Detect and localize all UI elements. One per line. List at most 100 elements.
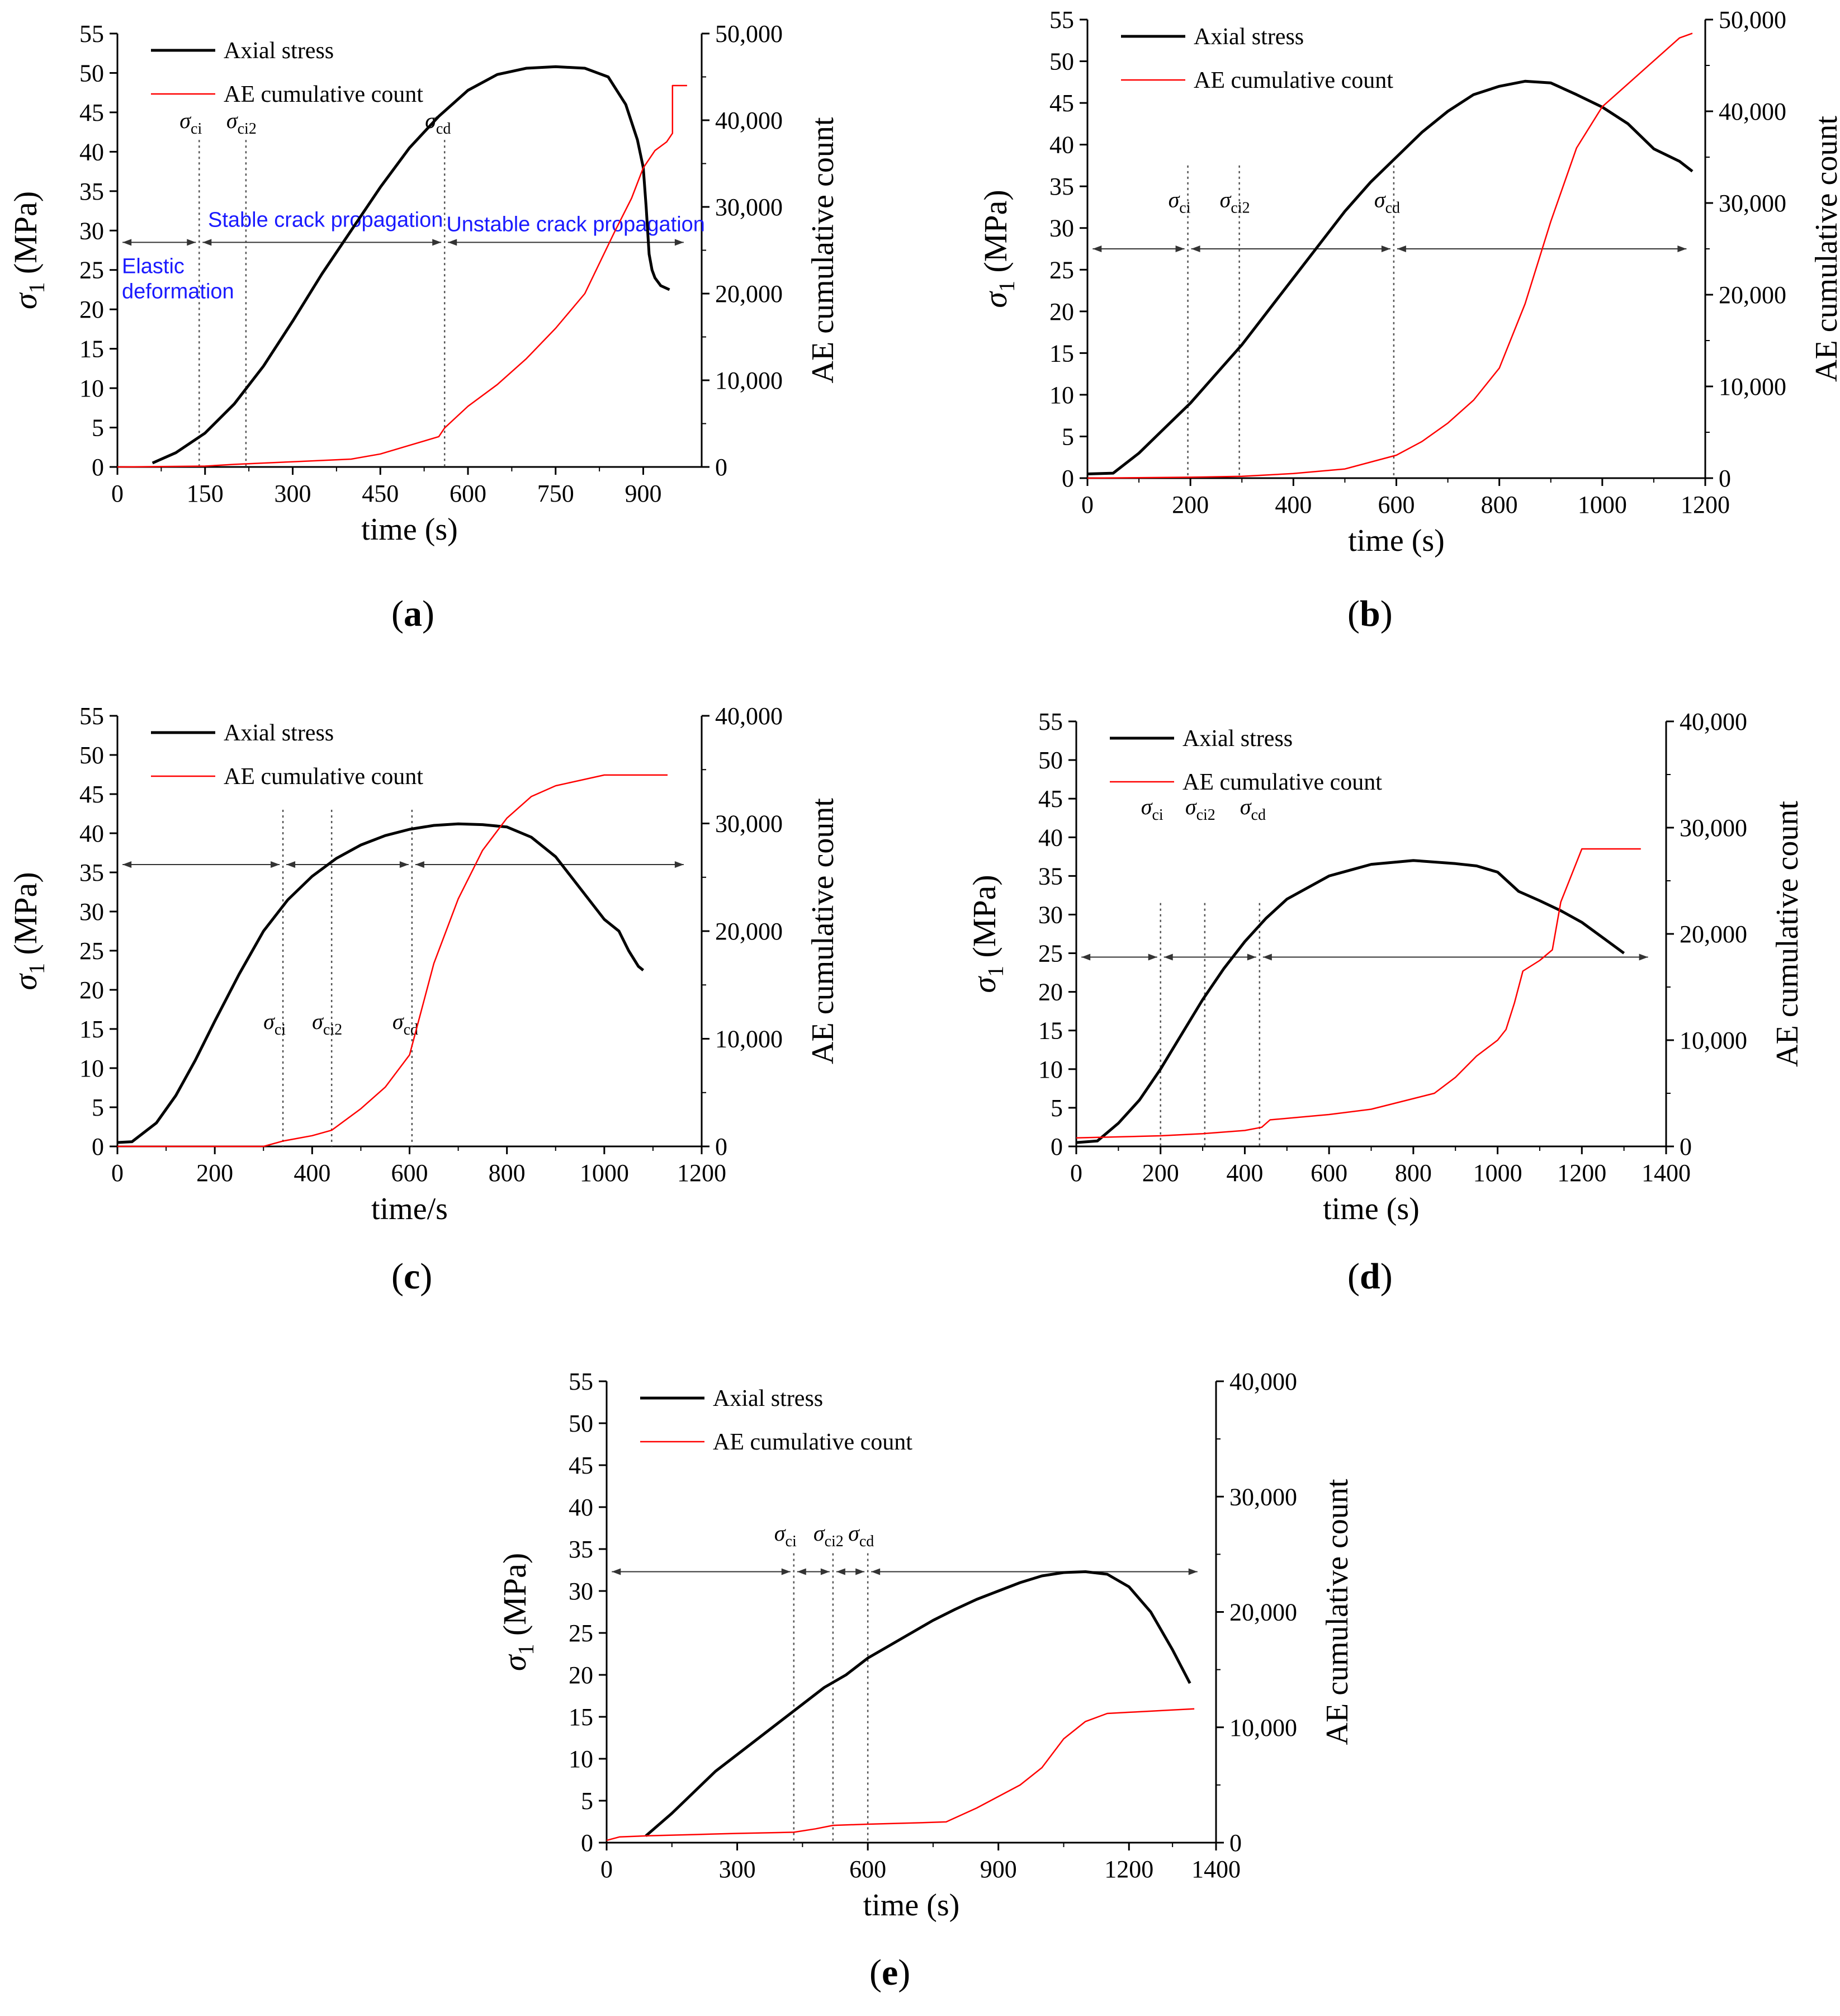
y-right-tick-label: 0 — [715, 1133, 727, 1160]
y-left-tick-label: 50 — [1038, 747, 1063, 774]
x-tick-label: 200 — [196, 1159, 233, 1187]
axial-stress-line — [1076, 859, 1625, 1144]
y-right-tick-label: 30,000 — [1229, 1483, 1297, 1510]
ae-cumulative-line — [117, 84, 687, 468]
y-left-tick-label: 50 — [1049, 48, 1074, 75]
legend-label: Axial stress — [1194, 24, 1304, 50]
y-left-tick-label: 35 — [79, 178, 104, 205]
x-tick-label: 1200 — [1557, 1159, 1606, 1187]
y-left-tick-label: 5 — [92, 414, 104, 442]
x-tick-label: 600 — [450, 480, 486, 507]
y-right-tick-label: 50,000 — [1719, 6, 1786, 34]
y-left-tick-label: 15 — [79, 1016, 104, 1043]
x-tick-label: 1200 — [1681, 491, 1730, 518]
x-axis-title: time (s) — [1348, 523, 1445, 558]
stage-label-elastic: Elastic — [122, 254, 185, 278]
x-tick-label: 600 — [849, 1856, 886, 1883]
y-left-tick-label: 40 — [79, 820, 104, 847]
y-left-tick-label: 15 — [1049, 339, 1074, 367]
legend-label: AE cumulative count — [1182, 769, 1382, 795]
y-left-tick-label: 35 — [79, 859, 104, 886]
threshold-label-ci2: σci2 — [312, 1009, 342, 1038]
y-left-tick-label: 55 — [1049, 6, 1074, 34]
x-tick-label: 1400 — [1191, 1856, 1241, 1883]
y-right-tick-label: 0 — [1680, 1133, 1692, 1160]
x-tick-label: 400 — [1275, 491, 1312, 518]
y-left-tick-label: 25 — [1038, 940, 1063, 967]
y-right-tick-label: 40,000 — [715, 107, 783, 134]
y-left-tick-label: 55 — [569, 1368, 593, 1395]
threshold-label-ci: σci — [1169, 187, 1191, 216]
chart-panel-c: 0 200 400 600 800 1000 12000510152025303540455… — [7, 702, 840, 1226]
x-tick-label: 1000 — [580, 1159, 629, 1187]
x-tick-label: 600 — [391, 1159, 428, 1187]
y-left-axis-title: σ1 (MPa) — [7, 872, 49, 990]
y-left-tick-label: 20 — [1049, 298, 1074, 325]
y-right-tick-label: 20,000 — [1719, 281, 1786, 309]
panel-caption-c: (c) — [391, 1256, 433, 1297]
y-left-tick-label: 15 — [79, 336, 104, 363]
y-right-axis-title: AE cumulative count — [1320, 1479, 1355, 1745]
legend-label: Axial stress — [713, 1386, 823, 1411]
y-right-tick-label: 0 — [715, 454, 727, 481]
y-left-tick-label: 5 — [1062, 423, 1074, 450]
y-left-tick-label: 50 — [79, 742, 104, 769]
y-left-tick-label: 20 — [79, 296, 104, 323]
x-tick-label: 800 — [1395, 1159, 1432, 1187]
y-left-tick-label: 45 — [79, 781, 104, 808]
x-tick-label: 600 — [1311, 1159, 1347, 1187]
y-right-tick-label: 40,000 — [1229, 1368, 1297, 1395]
y-right-tick-label: 40,000 — [1719, 98, 1786, 125]
threshold-label-ci: σci — [179, 108, 202, 138]
ae-cumulative-line — [117, 774, 668, 1148]
x-tick-label: 600 — [1378, 491, 1415, 518]
x-tick-label: 0 — [111, 480, 124, 507]
threshold-label-ci2: σci2 — [1185, 794, 1215, 824]
y-left-axis-title: σ1 (MPa) — [966, 875, 1008, 993]
ae-cumulative-line — [606, 1708, 1195, 1842]
threshold-label-ci2: σci2 — [813, 1521, 844, 1550]
y-right-tick-label: 10,000 — [1680, 1027, 1747, 1054]
stage-arrowheads — [1081, 953, 1157, 961]
axial-stress-line — [645, 1570, 1191, 1837]
legend-label: Axial stress — [224, 720, 334, 746]
y-left-tick-label: 20 — [569, 1661, 593, 1689]
x-tick-label: 750 — [537, 480, 574, 507]
y-left-tick-label: 0 — [92, 454, 104, 481]
x-tick-label: 0 — [600, 1856, 613, 1883]
threshold-label-cd: σcd — [392, 1009, 418, 1038]
threshold-label-ci: σci — [263, 1009, 286, 1038]
y-left-tick-label: 15 — [569, 1703, 593, 1731]
y-left-tick-label: 0 — [581, 1829, 593, 1857]
y-left-tick-label: 10 — [1038, 1056, 1063, 1083]
y-left-tick-label: 50 — [79, 59, 104, 87]
x-tick-label: 200 — [1172, 491, 1209, 518]
x-axis-title: time/s — [371, 1192, 448, 1226]
x-tick-label: 900 — [980, 1856, 1017, 1883]
y-right-tick-label: 10,000 — [1719, 373, 1786, 400]
x-tick-label: 800 — [489, 1159, 526, 1187]
x-tick-label: 200 — [1142, 1159, 1179, 1187]
y-right-tick-label: 30,000 — [1719, 190, 1786, 217]
chart-panel-b: 0 200 400 600 800 1000 12000510152025303540455… — [977, 6, 1840, 558]
y-left-tick-label: 25 — [79, 257, 104, 284]
panel-caption-b: (b) — [1347, 593, 1393, 634]
y-right-axis-title: AE cumulative count — [806, 798, 840, 1064]
y-right-tick-label: 50,000 — [715, 20, 783, 48]
y-left-tick-label: 30 — [1038, 901, 1063, 928]
y-right-tick-label: 10,000 — [715, 1026, 783, 1053]
axial-stress-line — [1087, 79, 1694, 475]
y-left-tick-label: 40 — [1049, 131, 1074, 159]
x-tick-label: 1200 — [1104, 1856, 1153, 1883]
y-left-tick-label: 40 — [79, 138, 104, 166]
axial-stress-line — [117, 822, 645, 1144]
x-axis-title: time (s) — [361, 512, 458, 547]
y-right-tick-label: 30,000 — [1680, 814, 1747, 842]
y-left-tick-label: 25 — [569, 1620, 593, 1647]
threshold-label-cd: σcd — [425, 108, 451, 138]
stage-arrowheads — [122, 239, 196, 246]
x-axis-title: time (s) — [863, 1888, 960, 1923]
y-right-tick-label: 20,000 — [1229, 1599, 1297, 1626]
panel-caption-d: (d) — [1347, 1256, 1393, 1297]
y-left-tick-label: 30 — [1049, 215, 1074, 242]
